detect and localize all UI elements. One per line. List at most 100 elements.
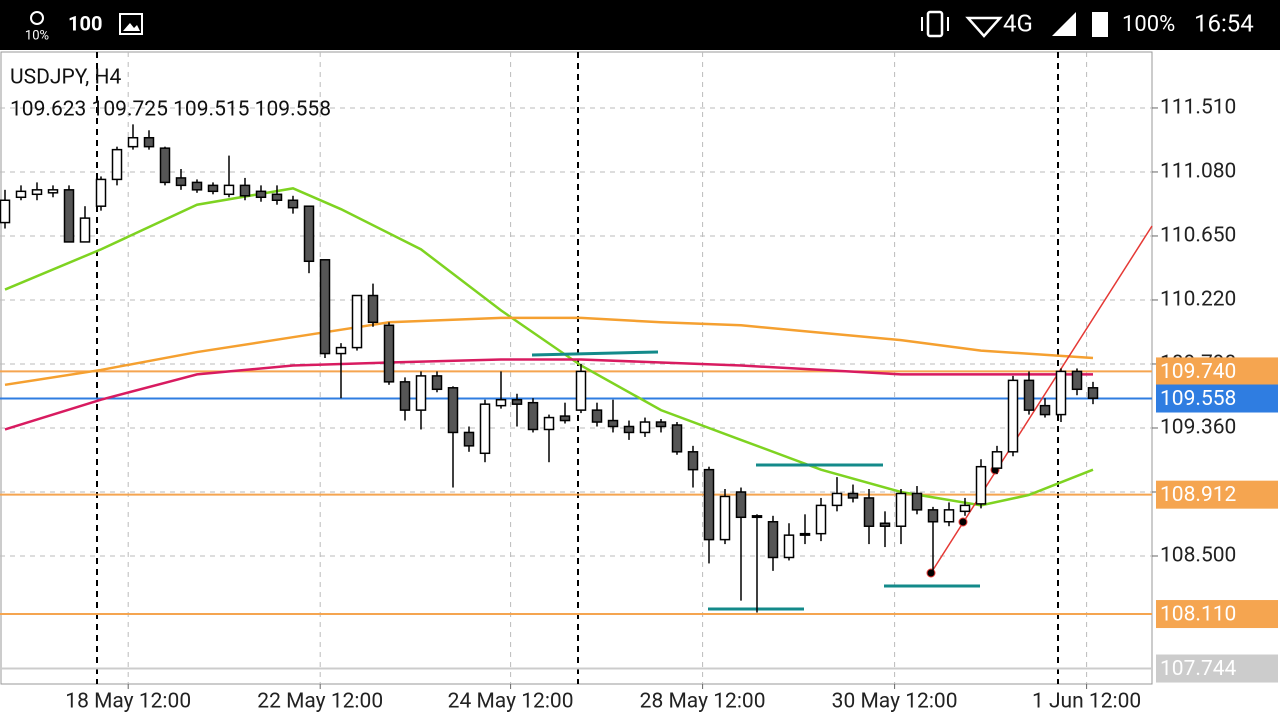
candle-body bbox=[159, 147, 171, 184]
candle-body bbox=[1071, 370, 1083, 391]
candle-body bbox=[495, 398, 507, 407]
level-label: 109.740 bbox=[1160, 360, 1236, 384]
candle-body bbox=[847, 492, 859, 499]
level-label-box bbox=[1156, 357, 1278, 386]
candle-body bbox=[239, 184, 251, 197]
candle-body bbox=[975, 465, 987, 505]
x-tick-label: 1 Jun 12:00 bbox=[1032, 690, 1141, 714]
candle-body bbox=[111, 148, 123, 181]
candle-body bbox=[895, 492, 907, 527]
candle-body bbox=[63, 189, 75, 243]
candle-body bbox=[303, 205, 315, 263]
candle-body bbox=[47, 189, 59, 194]
level-label: 108.912 bbox=[1160, 483, 1237, 507]
candle-body bbox=[287, 199, 299, 209]
candle-body bbox=[575, 370, 587, 411]
candles bbox=[0, 124, 1099, 613]
candle-body bbox=[367, 294, 379, 324]
candle-body bbox=[0, 199, 11, 224]
candle-body bbox=[783, 534, 795, 559]
candle-body bbox=[1023, 379, 1035, 411]
candle-body bbox=[415, 375, 427, 411]
candle-body bbox=[639, 421, 651, 434]
candle-body bbox=[735, 491, 747, 519]
candle-body bbox=[879, 522, 891, 527]
candle-body bbox=[655, 421, 667, 428]
candle-body bbox=[927, 509, 939, 523]
candle-body bbox=[1055, 370, 1067, 416]
wifi-icon bbox=[965, 16, 1003, 38]
candle-body bbox=[671, 424, 683, 453]
candle-body bbox=[623, 425, 635, 434]
candle-body bbox=[767, 521, 779, 559]
candle-body bbox=[863, 497, 875, 527]
candle-body bbox=[127, 136, 139, 148]
level-label-box bbox=[1156, 384, 1278, 413]
level-label-box bbox=[1156, 480, 1278, 509]
candle-body bbox=[399, 381, 411, 411]
moving-average bbox=[4, 358, 1093, 431]
candle-body bbox=[31, 189, 43, 196]
chart-area[interactable] bbox=[0, 51, 1153, 685]
network-type: 4G bbox=[1003, 9, 1033, 37]
candle-body bbox=[687, 451, 699, 471]
vibrate-icon bbox=[921, 10, 949, 38]
y-tick-label: 109.360 bbox=[1160, 416, 1236, 440]
candle-body bbox=[527, 401, 539, 431]
candle-body bbox=[79, 217, 91, 243]
x-tick-label: 18 May 12:00 bbox=[65, 690, 191, 714]
level-label: 109.558 bbox=[1160, 387, 1236, 411]
candle-body bbox=[543, 416, 555, 431]
candle-body bbox=[943, 509, 955, 523]
battery-level: 100% bbox=[1122, 12, 1175, 37]
candle-body bbox=[1039, 404, 1051, 416]
y-tick-label: 110.650 bbox=[1160, 224, 1236, 248]
clock: 16:54 bbox=[1194, 9, 1254, 37]
level-labels: 109.740 109.558 108.912 108.110 107.744 bbox=[1156, 357, 1278, 683]
x-tick-label: 24 May 12:00 bbox=[448, 690, 574, 714]
candle-body bbox=[959, 504, 971, 513]
candle-body bbox=[703, 468, 715, 541]
brightness-icon bbox=[30, 11, 44, 25]
candle-body bbox=[991, 451, 1003, 469]
candle-body bbox=[719, 495, 731, 541]
signal-icon bbox=[1052, 12, 1076, 36]
candle-body bbox=[335, 346, 347, 355]
candle-body bbox=[815, 504, 827, 535]
candle-body bbox=[463, 431, 475, 447]
y-tick-label: 108.500 bbox=[1160, 544, 1236, 568]
image-icon bbox=[119, 13, 143, 35]
symbol-title: USDJPY, H4 bbox=[10, 66, 121, 90]
level-label: 107.744 bbox=[1160, 657, 1237, 681]
image-icon-glyph bbox=[123, 23, 140, 31]
y-tick-label: 111.080 bbox=[1160, 160, 1236, 184]
candle-body bbox=[751, 515, 763, 519]
candle-body bbox=[143, 136, 155, 148]
x-tick-label: 22 May 12:00 bbox=[257, 690, 383, 714]
candle-body bbox=[175, 177, 187, 187]
time-scale: 18 May 12:00 22 May 12:00 24 May 12:00 28 M… bbox=[65, 684, 1141, 714]
candle-body bbox=[559, 415, 571, 422]
grid bbox=[0, 52, 1152, 684]
candle-body bbox=[591, 409, 603, 423]
candle-body bbox=[207, 184, 219, 193]
candle-body bbox=[431, 375, 443, 391]
status-bar bbox=[0, 0, 1280, 50]
candle-body bbox=[511, 398, 523, 405]
candle-body bbox=[351, 294, 363, 349]
candle-body bbox=[383, 324, 395, 383]
candle-body bbox=[95, 178, 107, 207]
x-tick-label: 30 May 12:00 bbox=[832, 690, 958, 714]
candle-body bbox=[607, 419, 619, 428]
level-label: 108.110 bbox=[1160, 603, 1236, 627]
notification-count: 100 bbox=[68, 11, 102, 35]
battery-icon bbox=[1092, 12, 1108, 37]
candle-body bbox=[831, 492, 843, 507]
level-label-box bbox=[1156, 654, 1278, 683]
x-tick-label: 28 May 12:00 bbox=[640, 690, 766, 714]
candle-body bbox=[1007, 379, 1019, 453]
drawn-objects[interactable] bbox=[531, 225, 1153, 611]
candle-body bbox=[911, 492, 923, 511]
candle-body bbox=[271, 193, 283, 202]
candle-body bbox=[799, 532, 811, 536]
